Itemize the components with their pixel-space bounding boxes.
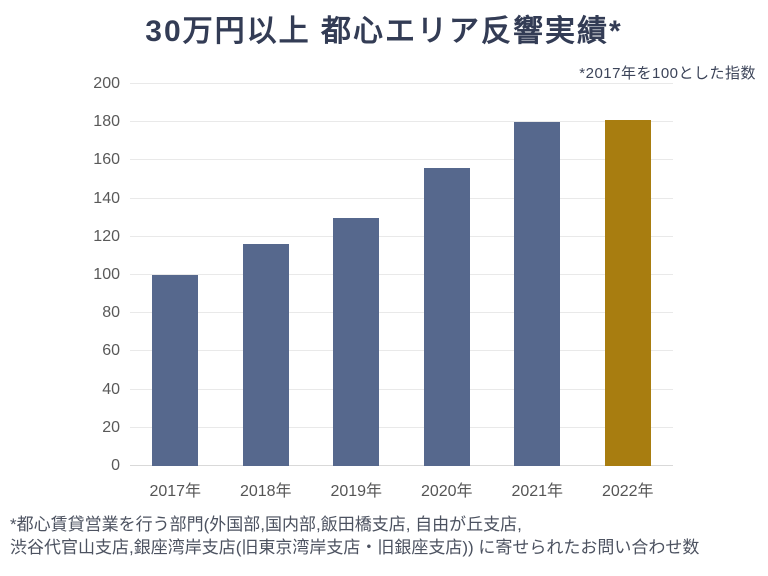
y-tick-label-80: 80 bbox=[102, 304, 120, 322]
y-axis: 0 20 40 60 80 100 120 140 160 180 200 bbox=[0, 75, 120, 474]
gridline-80 bbox=[130, 312, 673, 314]
gridline-100 bbox=[130, 274, 673, 275]
bar-2022年 bbox=[604, 120, 651, 466]
bar-2018年 bbox=[242, 244, 289, 466]
x-tick-label-2020年: 2020年 bbox=[420, 483, 473, 500]
footnote-line-1: *都心賃貸営業を行う部門(外国部,国内部,飯田橋支店, 自由が丘支店, bbox=[10, 515, 522, 534]
y-tick-label-140: 140 bbox=[93, 189, 120, 207]
y-tick-label-100: 100 bbox=[93, 266, 120, 283]
bar-2019年 bbox=[333, 217, 380, 466]
bar-2021年 bbox=[514, 122, 561, 466]
x-tick-label-2021年: 2021年 bbox=[511, 483, 564, 500]
bar-2017年 bbox=[152, 275, 199, 466]
y-tick-label-200: 200 bbox=[93, 75, 120, 92]
gridline-160 bbox=[130, 159, 673, 161]
x-tick-label-2017年: 2017年 bbox=[149, 483, 202, 500]
y-tick-label-60: 60 bbox=[102, 342, 120, 360]
y-tick-label-180: 180 bbox=[93, 113, 120, 131]
chart-note: *2017年を100とした指数 bbox=[579, 65, 756, 82]
gridline-140 bbox=[130, 197, 673, 199]
gridline-0 bbox=[130, 465, 673, 466]
x-tick-label-2018年: 2018年 bbox=[239, 483, 292, 500]
x-tick-label-2019年: 2019年 bbox=[330, 483, 383, 500]
x-axis: 2017年 2018年 2019年 2020年 2021年 2022年 bbox=[130, 477, 673, 500]
gridline-40 bbox=[130, 388, 673, 390]
gridline-180 bbox=[130, 121, 673, 123]
footnote-line-2: 渋谷代官山支店,銀座湾岸支店(旧東京湾岸支店・旧銀座支店)) に寄せられたお問い… bbox=[10, 538, 700, 557]
plot-area bbox=[130, 83, 673, 466]
gridline-60 bbox=[130, 350, 673, 352]
y-tick-label-0: 0 bbox=[111, 457, 120, 474]
x-tick-label-2022年: 2022年 bbox=[601, 483, 654, 500]
y-tick-label-20: 20 bbox=[102, 418, 120, 436]
footnote: *都心賃貸営業を行う部門(外国部,国内部,飯田橋支店, 自由が丘支店, 渋谷代官… bbox=[10, 513, 762, 559]
bar-2020年 bbox=[423, 168, 470, 466]
chart-title: 30万円以上 都心エリア反響実績* bbox=[145, 15, 623, 48]
y-tick-label-120: 120 bbox=[93, 227, 120, 245]
y-tick-label-160: 160 bbox=[93, 151, 120, 169]
gridline-120 bbox=[130, 235, 673, 237]
gridline-200 bbox=[130, 83, 673, 84]
gridline-20 bbox=[130, 426, 673, 428]
y-tick-label-40: 40 bbox=[102, 380, 120, 398]
